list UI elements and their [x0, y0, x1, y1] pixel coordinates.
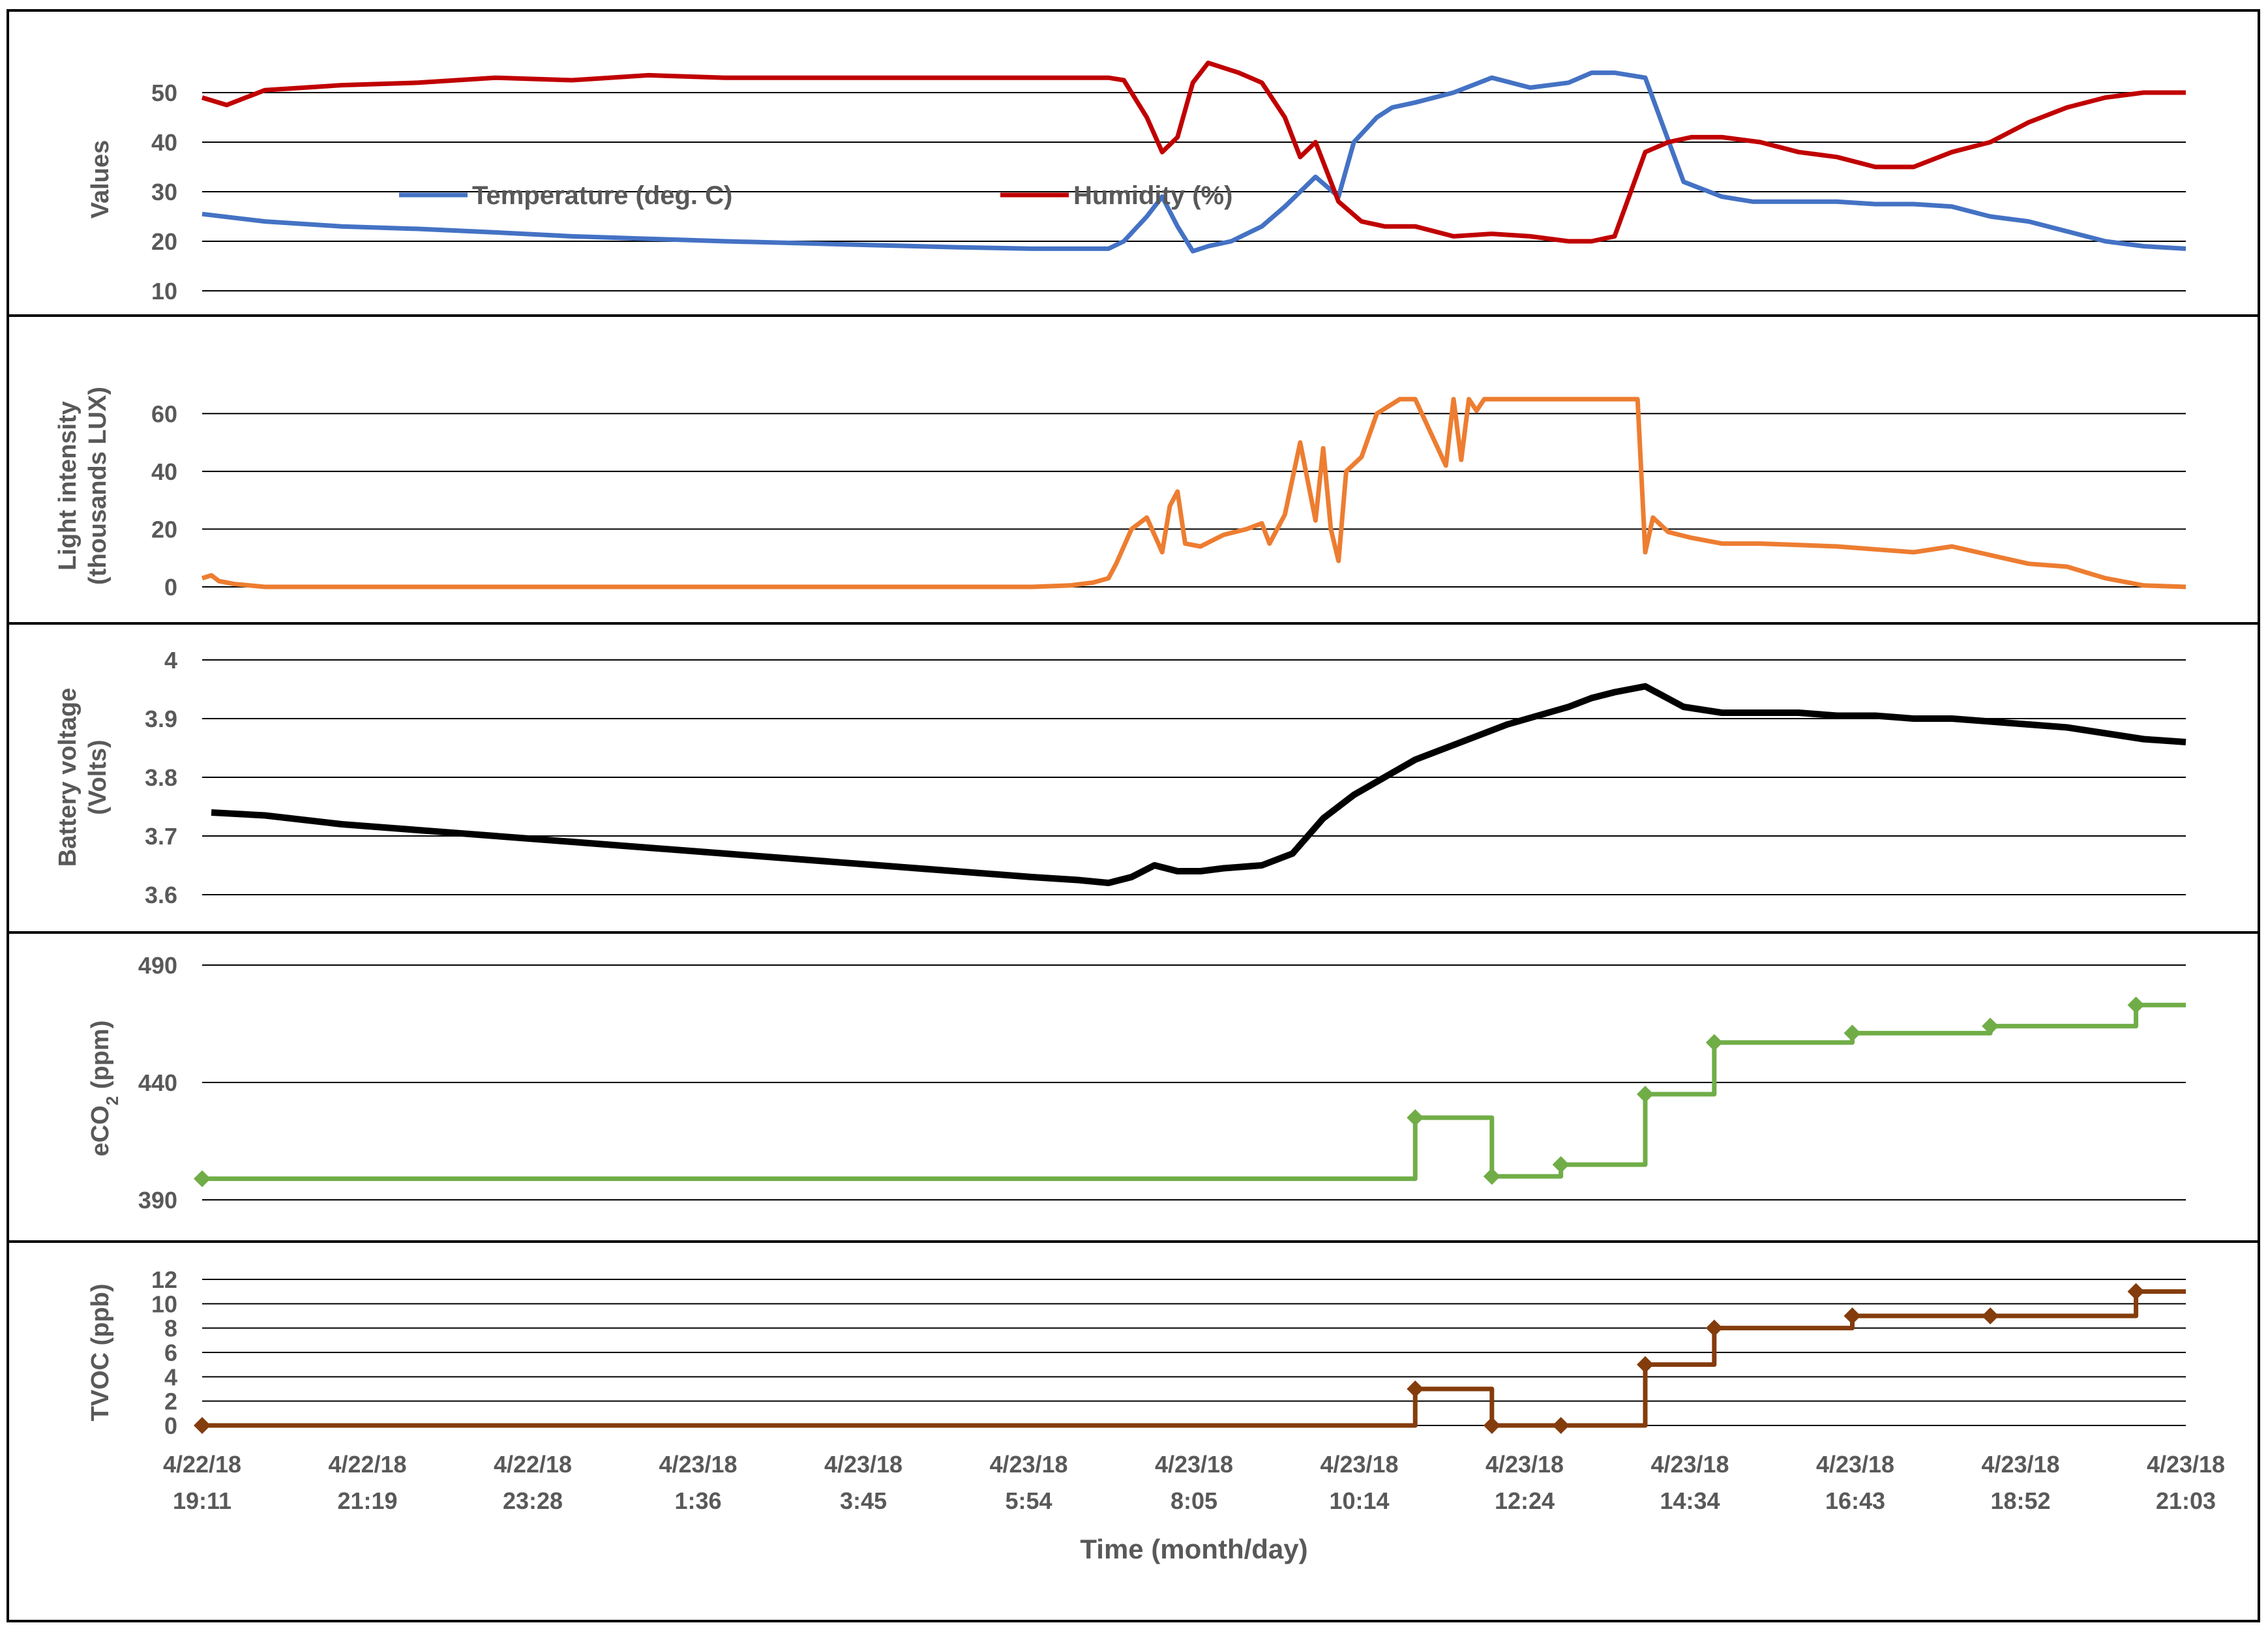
y-tick-label: 40	[151, 129, 177, 156]
data-point-marker	[1706, 1320, 1723, 1337]
y-tick-label: 8	[164, 1315, 177, 1342]
y-tick-label: 2	[164, 1388, 177, 1415]
data-point-marker	[1484, 1417, 1500, 1434]
data-point-marker	[1407, 1109, 1424, 1126]
x-tick-label: 4/23/18 16:43	[1816, 1451, 1894, 1514]
y-tick-label: 3.8	[145, 764, 177, 791]
data-point-marker	[1553, 1417, 1570, 1434]
x-tick-label: 4/23/18 14:34	[1650, 1451, 1729, 1514]
panel-battery: 3.6 3.7 3.8 3.9 4 Battery voltage (Volts)	[8, 647, 2259, 932]
y-axis-label: TVOC (ppb)	[87, 1283, 114, 1421]
y-axis-label: Values	[87, 140, 114, 218]
panel-eco2: 390 440 490 eCO2 (ppm)	[8, 952, 2259, 1242]
y-tick-label: 3.7	[145, 823, 177, 850]
panel-values: 10 20 30 40 50 Values Temperature (deg. C) Humi…	[8, 63, 2259, 316]
data-point-marker	[194, 1417, 211, 1434]
x-tick-label: 4/23/18 10:14	[1320, 1451, 1398, 1514]
data-point-marker	[1843, 1024, 1860, 1041]
data-point-marker	[194, 1170, 211, 1187]
y-tick-label: 60	[151, 400, 177, 427]
x-tick-label: 4/23/18 18:52	[1981, 1451, 2059, 1514]
data-point-marker	[1484, 1168, 1500, 1185]
y-axis-label: Battery voltage (Volts)	[54, 688, 112, 867]
x-axis-label: Time (month/day)	[1080, 1534, 1307, 1564]
x-tick-label: 4/23/18 5:54	[989, 1451, 1067, 1514]
legend-entry: Temperature (deg. C)	[399, 181, 732, 210]
data-point-marker	[2128, 1283, 2145, 1300]
y-tick-label: 440	[138, 1069, 177, 1096]
x-tick-label: 4/23/18 8:05	[1155, 1451, 1233, 1514]
series-line-eco2-0	[202, 1005, 2186, 1178]
y-tick-label: 490	[138, 952, 177, 979]
y-tick-label: 12	[151, 1266, 177, 1293]
panel-light: 0 20 40 60 Light intensity (thousands LUX)	[8, 387, 2259, 623]
y-axis-label: eCO2 (ppm)	[87, 1021, 122, 1157]
legend-entry: Humidity (%)	[1000, 181, 1232, 210]
series-line-values-1	[202, 63, 2186, 241]
series-line-battery-0	[211, 687, 2186, 884]
y-tick-label: 10	[151, 1290, 177, 1317]
data-point-marker	[2128, 996, 2145, 1013]
x-tick-label: 4/22/18 21:19	[328, 1451, 406, 1514]
x-tick-label: 4/23/18 1:36	[659, 1451, 737, 1514]
legend-label: Humidity (%)	[1073, 181, 1232, 210]
series-line-tvoc-0	[202, 1292, 2186, 1425]
y-tick-label: 3.6	[145, 882, 177, 908]
y-tick-label: 20	[151, 516, 177, 543]
x-tick-label: 4/22/18 19:11	[163, 1451, 241, 1514]
x-tick-label: 4/22/18 23:28	[494, 1451, 572, 1514]
y-tick-label: 4	[164, 1364, 177, 1390]
y-tick-label: 0	[164, 1412, 177, 1439]
data-point-marker	[1706, 1034, 1723, 1051]
y-tick-label: 40	[151, 458, 177, 485]
y-tick-label: 50	[151, 80, 177, 106]
data-point-marker	[1407, 1380, 1424, 1397]
y-tick-label: 4	[164, 647, 177, 674]
y-tick-label: 20	[151, 228, 177, 255]
x-axis: 4/22/18 19:11 4/22/18 21:19 4/22/18 23:28 4/23…	[163, 1451, 2225, 1564]
series-line-values-0	[202, 73, 2186, 252]
data-point-marker	[1982, 1307, 1999, 1324]
y-axis-label: Light intensity (thousands LUX)	[54, 387, 112, 585]
x-tick-label: 4/23/18 12:24	[1485, 1451, 1564, 1514]
data-point-marker	[1637, 1356, 1654, 1373]
chart-outer-border	[8, 10, 2259, 1621]
y-tick-label: 0	[164, 574, 177, 601]
y-tick-label: 3.9	[145, 706, 177, 732]
y-tick-label: 10	[151, 278, 177, 305]
legend-label: Temperature (deg. C)	[472, 181, 732, 210]
y-tick-label: 6	[164, 1339, 177, 1366]
data-point-marker	[1553, 1156, 1570, 1173]
series-line-light-0	[202, 399, 2186, 587]
y-tick-label: 390	[138, 1187, 177, 1214]
x-tick-label: 4/23/18 3:45	[824, 1451, 903, 1514]
x-tick-label: 4/23/18 21:03	[2147, 1451, 2225, 1514]
data-point-marker	[1843, 1307, 1860, 1324]
y-tick-label: 30	[151, 179, 177, 205]
data-point-marker	[1637, 1086, 1654, 1103]
